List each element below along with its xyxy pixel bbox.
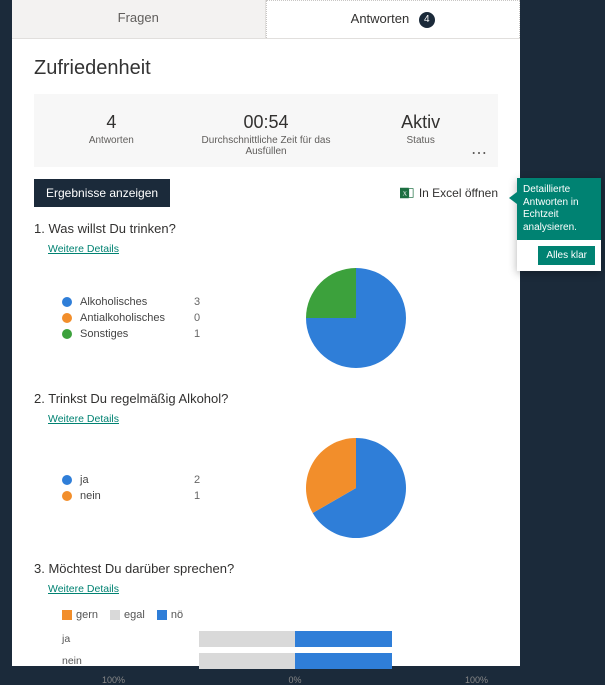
legend-label: nein: [80, 490, 194, 502]
question-title: 1. Was willst Du trinken?: [34, 221, 498, 236]
legend-item: Alkoholisches 3: [62, 296, 214, 308]
color-swatch: [62, 329, 72, 339]
legend-item: egal: [110, 609, 145, 621]
legend-count: 0: [194, 312, 214, 324]
legend-label: Antialkoholisches: [80, 312, 194, 324]
series-legend: gern egal nö: [34, 609, 498, 621]
color-swatch: [62, 297, 72, 307]
bar-row: ja: [62, 631, 488, 647]
question-number: 3.: [34, 561, 45, 576]
legend-item: gern: [62, 609, 98, 621]
tab-label: Antworten: [351, 11, 410, 26]
bar-label: ja: [62, 633, 102, 645]
more-options-icon[interactable]: ⋯: [471, 143, 488, 163]
details-link[interactable]: Weitere Details: [48, 243, 119, 255]
bar-segment-egal: [199, 631, 296, 647]
bar-segment-egal: [199, 653, 296, 669]
bar-chart: ja nein: [34, 631, 498, 669]
bar-label: nein: [62, 655, 102, 667]
responses-panel: Fragen Antworten 4 Zufriedenheit 4 Antwo…: [12, 0, 520, 666]
question-title: 3. Möchtest Du darüber sprechen?: [34, 561, 498, 576]
legend-count: 2: [194, 474, 214, 486]
axis-tick: 100%: [102, 675, 125, 685]
legend-item: nö: [157, 609, 183, 621]
details-link[interactable]: Weitere Details: [48, 583, 119, 595]
question-number: 2.: [34, 391, 45, 406]
stat-value: 00:54: [189, 112, 344, 133]
pie-chart: [214, 433, 498, 543]
axis-labels: 100% 0% 100%: [34, 675, 498, 685]
tab-responses[interactable]: Antworten 4: [266, 0, 521, 38]
color-swatch: [110, 610, 120, 620]
legend: Alkoholisches 3 Antialkoholisches 0 Sons…: [34, 292, 214, 344]
legend-label: Alkoholisches: [80, 296, 194, 308]
actions-row: Ergebnisse anzeigen X In Excel öffnen: [34, 179, 498, 207]
content-area: Zufriedenheit 4 Antworten 00:54 Durchsch…: [12, 39, 520, 685]
question-text: Möchtest Du darüber sprechen?: [48, 561, 234, 576]
color-swatch: [62, 491, 72, 501]
legend-label: gern: [76, 609, 98, 621]
legend-label: nö: [171, 609, 183, 621]
color-swatch: [62, 475, 72, 485]
stat-responses: 4 Antworten: [34, 112, 189, 157]
color-swatch: [62, 610, 72, 620]
question-text: Was willst Du trinken?: [48, 221, 175, 236]
legend-item: ja 2: [62, 474, 214, 486]
legend-label: ja: [80, 474, 194, 486]
axis-tick: 100%: [465, 675, 488, 685]
legend-count: 3: [194, 296, 214, 308]
stat-value: Aktiv: [343, 112, 498, 133]
question-1: 1. Was willst Du trinken? Weitere Detail…: [34, 221, 498, 373]
stat-value: 4: [34, 112, 189, 133]
form-title: Zufriedenheit: [34, 57, 498, 80]
bar-track: [102, 631, 488, 647]
callout-text: Detaillierte Antworten in Echtzeit analy…: [517, 178, 601, 240]
bar-segment-noe: [295, 653, 392, 669]
color-swatch: [62, 313, 72, 323]
bar-segment-noe: [295, 631, 392, 647]
tab-label: Fragen: [118, 10, 159, 25]
responses-count-badge: 4: [419, 12, 435, 28]
question-number: 1.: [34, 221, 45, 236]
tab-bar: Fragen Antworten 4: [12, 0, 520, 39]
stat-label: Durchschnittliche Zeit für das Ausfüllen: [189, 135, 344, 157]
legend-count: 1: [194, 328, 214, 340]
legend-item: nein 1: [62, 490, 214, 502]
legend-count: 1: [194, 490, 214, 502]
bar-row: nein: [62, 653, 488, 669]
question-text: Trinkst Du regelmäßig Alkohol?: [48, 391, 228, 406]
svg-text:X: X: [402, 191, 407, 197]
stat-avg-time: 00:54 Durchschnittliche Zeit für das Aus…: [189, 112, 344, 157]
legend-label: Sonstiges: [80, 328, 194, 340]
details-link[interactable]: Weitere Details: [48, 413, 119, 425]
stat-label: Antworten: [34, 135, 189, 146]
excel-icon: X: [400, 186, 414, 200]
callout-pointer-icon: [509, 192, 517, 204]
stats-bar: 4 Antworten 00:54 Durchschnittliche Zeit…: [34, 94, 498, 167]
teaching-callout: Detaillierte Antworten in Echtzeit analy…: [517, 178, 601, 271]
legend-label: egal: [124, 609, 145, 621]
legend-item: Antialkoholisches 0: [62, 312, 214, 324]
bar-track: [102, 653, 488, 669]
pie-chart: [214, 263, 498, 373]
question-2: 2. Trinkst Du regelmäßig Alkohol? Weiter…: [34, 391, 498, 543]
axis-tick: 0%: [125, 675, 465, 685]
legend-item: Sonstiges 1: [62, 328, 214, 340]
open-in-excel-label: In Excel öffnen: [419, 186, 498, 200]
question-title: 2. Trinkst Du regelmäßig Alkohol?: [34, 391, 498, 406]
open-in-excel-link[interactable]: X In Excel öffnen: [400, 186, 498, 200]
legend: ja 2 nein 1: [34, 470, 214, 506]
color-swatch: [157, 610, 167, 620]
callout-dismiss-button[interactable]: Alles klar: [538, 246, 595, 265]
tab-questions[interactable]: Fragen: [12, 0, 266, 38]
view-results-button[interactable]: Ergebnisse anzeigen: [34, 179, 170, 207]
